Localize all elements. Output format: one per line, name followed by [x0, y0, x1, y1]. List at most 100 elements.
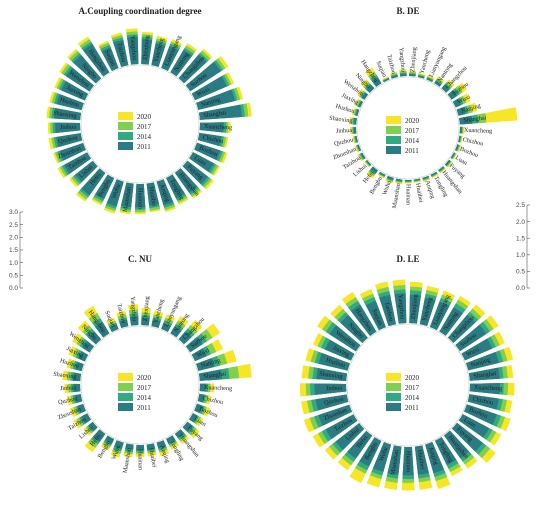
bar-2011-shaoxing — [72, 372, 82, 382]
bar-2011-quzhou — [355, 135, 358, 143]
bar-2011-chizhou — [197, 393, 205, 403]
scale-tick-label: 1.0 — [9, 260, 18, 267]
city-label: Shanghai — [203, 109, 227, 119]
bar-2011-bozhou — [455, 144, 459, 151]
bar-2011-zhenjiang — [141, 317, 150, 326]
city-label: Maanshan — [389, 449, 400, 475]
bar-2011-wenzhou — [361, 92, 369, 100]
bar-2011-bengbu — [379, 171, 386, 177]
bar-2011-yancheng — [417, 75, 425, 79]
bar-2011-huainan — [135, 183, 146, 208]
bar-2011-wuhu — [387, 175, 394, 181]
bar-2011-maanshan — [395, 178, 403, 182]
bar-2011-bengbu — [95, 174, 115, 200]
bar-2011-bozhou — [194, 142, 221, 161]
city-label: Xuancheng — [474, 384, 502, 392]
bar-2011-suzhou — [455, 324, 487, 352]
inner-ring — [80, 64, 200, 184]
bar-2011-huzhou — [355, 109, 360, 116]
legend-label-2011: 2011 — [137, 404, 151, 412]
scale-tick-label: 0.0 — [9, 285, 18, 292]
city-label: Wuhu — [378, 446, 390, 462]
bar-2011-nanjing — [196, 358, 215, 371]
bar-2011-wuxi — [461, 338, 493, 361]
bar-2011-jinhua — [314, 383, 347, 395]
legend-label-2014: 2014 — [137, 133, 152, 141]
legend-label-2011: 2011 — [405, 404, 419, 412]
city-label: Jiaxing — [65, 345, 84, 359]
legend-swatch-2011 — [118, 142, 133, 150]
bar-2011-yangzhou — [394, 293, 407, 324]
city-label: Taizhou — [115, 42, 127, 63]
bar-2011-yangzhou — [129, 316, 139, 326]
city-label: Shanghai — [463, 114, 487, 124]
city-label: Shaoxing — [329, 115, 353, 125]
city-label: Zhenjiang — [142, 296, 151, 322]
bar-2011-yangzhou — [127, 36, 139, 65]
bar-2011-hefei — [370, 166, 378, 174]
bar-2011-huangshan — [174, 429, 185, 439]
bar-2011-changzhou — [441, 84, 450, 93]
bar-2011-ningbo — [366, 84, 375, 93]
legend-swatch-2020 — [386, 116, 401, 124]
bar-2011-yangzhou — [399, 73, 407, 77]
bar-2011-taizhou — [379, 294, 396, 327]
legend-swatch-2017 — [118, 122, 133, 130]
bar-2011-anqing — [156, 440, 166, 449]
bar-2011-anqing — [422, 175, 429, 180]
bar-2011-tongling — [166, 174, 185, 199]
city-label: Zhenjiang — [409, 47, 418, 73]
legend-label-2014: 2014 — [405, 394, 420, 402]
city-label: Jinhua — [336, 127, 353, 135]
bar-2011-zhoushan — [318, 404, 353, 426]
bar-2011-bengbu — [104, 435, 115, 444]
city-label: Yangzhou — [129, 296, 138, 321]
bar-2011-zhenjiang — [409, 294, 421, 324]
city-label: Jiaxing — [331, 344, 350, 358]
bar-2011-suqian — [383, 78, 390, 83]
bar-2011-zhoushan — [59, 143, 86, 161]
scale-tick-label: 2.0 — [9, 235, 18, 242]
city-label: Jiaxing — [65, 84, 84, 98]
city-label: Quzhou — [58, 395, 79, 406]
city-label: Chizhou — [202, 134, 224, 145]
bar-2011-suqian — [101, 47, 119, 71]
city-label: Taizhou — [115, 303, 127, 324]
city-label: Wuhu — [381, 180, 393, 196]
bar-2011-changzhou — [447, 314, 476, 343]
scale-tick-label: 1.0 — [516, 252, 525, 259]
bar-2011-jinhua — [353, 127, 357, 134]
bar-2011-suqian — [109, 324, 119, 332]
bar-2011-taizhou — [113, 39, 129, 68]
bar-2011-luan — [189, 413, 198, 423]
scale-2: 2.5 2.0 1.5 1.0 0.5 0.0 — [516, 202, 530, 292]
city-label: Maanshan — [122, 448, 133, 474]
city-label: Chizhou — [462, 136, 484, 147]
bar-2011-taizhou — [119, 319, 129, 329]
legend-swatch-2014 — [386, 393, 401, 401]
panel-title: A.Coupling coordination degree — [78, 6, 201, 16]
bar-2011-hefei — [347, 430, 373, 459]
bar-2011-hangzhou — [350, 304, 377, 336]
panel-title: D. LE — [396, 254, 419, 264]
legend-swatch-2014 — [386, 136, 401, 144]
bar-2011-chizhou — [458, 135, 461, 143]
bar-2011-bengbu — [359, 437, 382, 467]
bar-2011-ningbo — [88, 331, 102, 345]
bar-2011-lishui — [75, 160, 98, 183]
legend-swatch-2017 — [386, 383, 401, 391]
bar-2011-taizhou — [391, 75, 398, 79]
legend-swatch-2020 — [118, 373, 133, 381]
bar-2011-suzhou — [185, 61, 221, 92]
city-label: Jinhua — [60, 123, 77, 131]
bar-2011-huainan — [402, 446, 414, 476]
bar-2011-lishui — [366, 160, 372, 166]
legend-swatch-2011 — [118, 403, 133, 411]
scale-1: 3.0 2.5 2.0 1.5 1.0 0.5 0.0 — [9, 209, 23, 292]
legend-label-2011: 2011 — [137, 143, 151, 151]
bar-2011-yancheng — [151, 319, 161, 328]
bar-2011-jinhua — [55, 122, 81, 133]
bar-2011-xuancheng — [199, 122, 224, 133]
city-label: Huaibei — [148, 186, 158, 207]
